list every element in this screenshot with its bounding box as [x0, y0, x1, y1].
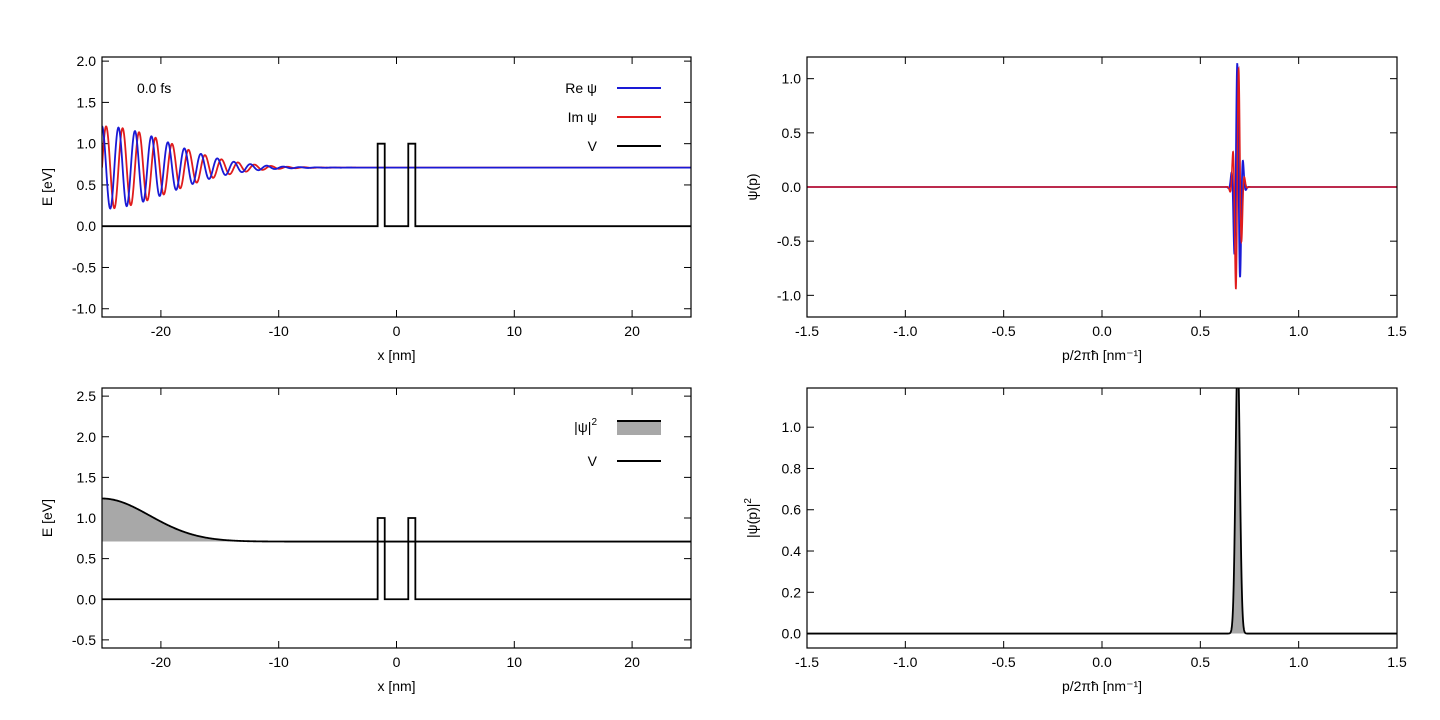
- x-tick-label: 10: [507, 323, 523, 339]
- y-axis-label-superscript: 2: [743, 498, 754, 504]
- y-axis-label-text: E [eV]: [39, 499, 55, 537]
- x-tick-label: -1.5: [795, 654, 819, 670]
- x-tick-label: 1.0: [1289, 654, 1309, 670]
- plot-area: [807, 388, 1397, 635]
- y-axis-label: |ψ(p)|2: [743, 498, 760, 538]
- y-axis-label: ψ(p): [744, 173, 760, 200]
- plot-area: [807, 63, 1397, 290]
- x-tick-label: -10: [269, 654, 289, 670]
- x-axis-label: p/2πħ [nm⁻¹]: [1062, 678, 1142, 694]
- y-tick-label: 0.0: [77, 218, 97, 234]
- position-wave-axes: -20 -10 0 10 20 -1.0 -0.5 0.0 0.5 1.0 1.5 2.0 x [nm]…: [39, 53, 691, 363]
- y-tick-label: 1.0: [782, 419, 802, 435]
- x-tick-label: 0: [393, 654, 401, 670]
- time-annotation: 0.0 fs: [137, 80, 171, 96]
- legend-label: V: [588, 138, 598, 154]
- x-tick-label: -10: [269, 323, 289, 339]
- plot-frame: [101, 387, 692, 649]
- plot-frame: [806, 56, 1398, 318]
- x-tick-label: -1.0: [893, 654, 917, 670]
- x-tick-label: 10: [507, 654, 523, 670]
- y-axis-label-text: E [eV]: [39, 168, 55, 206]
- x-tick-label: -1.5: [795, 323, 819, 339]
- density-curve: [807, 388, 1397, 635]
- y-tick-label: -0.5: [72, 259, 96, 275]
- legend: Re ψ Im ψ V: [565, 80, 661, 154]
- x-axis-label: x [nm]: [377, 678, 415, 694]
- x-tick-label: 0.0: [1092, 323, 1112, 339]
- x-tick-label: -20: [151, 323, 171, 339]
- y-tick-label: 0.0: [782, 179, 802, 195]
- x-tick-label: 1.0: [1289, 323, 1309, 339]
- series-im-psi-p: [807, 65, 1397, 290]
- series-re-psi: [102, 125, 691, 210]
- y-axis-label: E [eV]: [39, 168, 55, 206]
- y-tick-label: 1.5: [77, 94, 97, 110]
- legend-label-text: |ψ|: [574, 419, 591, 435]
- x-tick-label: 1.5: [1387, 654, 1407, 670]
- legend-label: Im ψ: [568, 109, 597, 125]
- density-curve: [102, 497, 691, 543]
- y-axis-label-text: |ψ(p)|: [744, 504, 760, 538]
- legend-label: Re ψ: [565, 80, 597, 96]
- x-axis-label: x [nm]: [377, 347, 415, 363]
- x-tick-label: 0.5: [1191, 654, 1211, 670]
- plot-area: [102, 497, 691, 601]
- series-potential: [102, 517, 691, 601]
- y-tick-label: 1.5: [77, 469, 97, 485]
- plot-area: [102, 125, 691, 228]
- y-tick-label: 0.5: [77, 551, 97, 567]
- y-tick-label: 2.0: [77, 429, 97, 445]
- legend-label: |ψ|2: [574, 417, 597, 435]
- y-tick-label: -1.0: [777, 287, 801, 303]
- series-re-psi-p: [807, 63, 1397, 278]
- x-tick-label: -1.0: [893, 323, 917, 339]
- x-tick-label: 20: [624, 323, 640, 339]
- legend-swatch: [617, 421, 661, 435]
- y-tick-label: 2.5: [77, 388, 97, 404]
- x-tick-label: -0.5: [992, 654, 1016, 670]
- y-tick-label: 0.5: [782, 125, 802, 141]
- y-tick-label: 0.2: [782, 584, 802, 600]
- x-tick-label: 0.5: [1191, 323, 1211, 339]
- x-tick-label: -20: [151, 654, 171, 670]
- x-tick-label: 0: [393, 323, 401, 339]
- y-tick-label: 0.4: [782, 543, 802, 559]
- legend-label: V: [588, 453, 598, 469]
- y-tick-label: 0.5: [77, 177, 97, 193]
- y-tick-label: 2.0: [77, 53, 97, 69]
- y-tick-label: 0.0: [77, 591, 97, 607]
- y-tick-label: 1.0: [77, 136, 97, 152]
- x-tick-label: 20: [624, 654, 640, 670]
- density-area: [102, 498, 691, 542]
- y-tick-label: -1.0: [72, 301, 96, 317]
- position-density-axes: -20 -10 0 10 20 -0.5 0.0 0.5 1.0 1.5 2.0 2.5 x [nm] E…: [39, 388, 691, 694]
- density-area: [807, 388, 1397, 634]
- x-tick-label: 0.0: [1092, 654, 1112, 670]
- plot-frame: [101, 56, 692, 318]
- y-tick-label: 0.6: [782, 502, 802, 518]
- y-tick-label: -0.5: [777, 233, 801, 249]
- y-tick-label: 0.0: [782, 626, 802, 642]
- y-tick-label: 1.0: [77, 510, 97, 526]
- momentum-wave-axes: -1.5 -1.0 -0.5 0.0 0.5 1.0 1.5 -1.0 -0.5 0.0 0.5 1.…: [744, 57, 1407, 363]
- plot-frame: [806, 387, 1398, 649]
- momentum-density-axes: -1.5 -1.0 -0.5 0.0 0.5 1.0 1.5 0.0 0.2 0.4 0.6 0.8 1…: [743, 388, 1407, 694]
- legend: |ψ|2 V: [574, 417, 661, 469]
- y-tick-label: 0.8: [782, 460, 802, 476]
- y-axis-label-text: ψ(p): [744, 173, 760, 200]
- series-potential: [102, 142, 691, 228]
- y-tick-label: -0.5: [72, 632, 96, 648]
- x-tick-label: 1.5: [1387, 323, 1407, 339]
- y-tick-label: 1.0: [782, 71, 802, 87]
- legend-label-superscript: 2: [591, 417, 597, 428]
- y-axis-label: E [eV]: [39, 499, 55, 537]
- x-axis-label: p/2πħ [nm⁻¹]: [1062, 347, 1142, 363]
- x-tick-label: -0.5: [992, 323, 1016, 339]
